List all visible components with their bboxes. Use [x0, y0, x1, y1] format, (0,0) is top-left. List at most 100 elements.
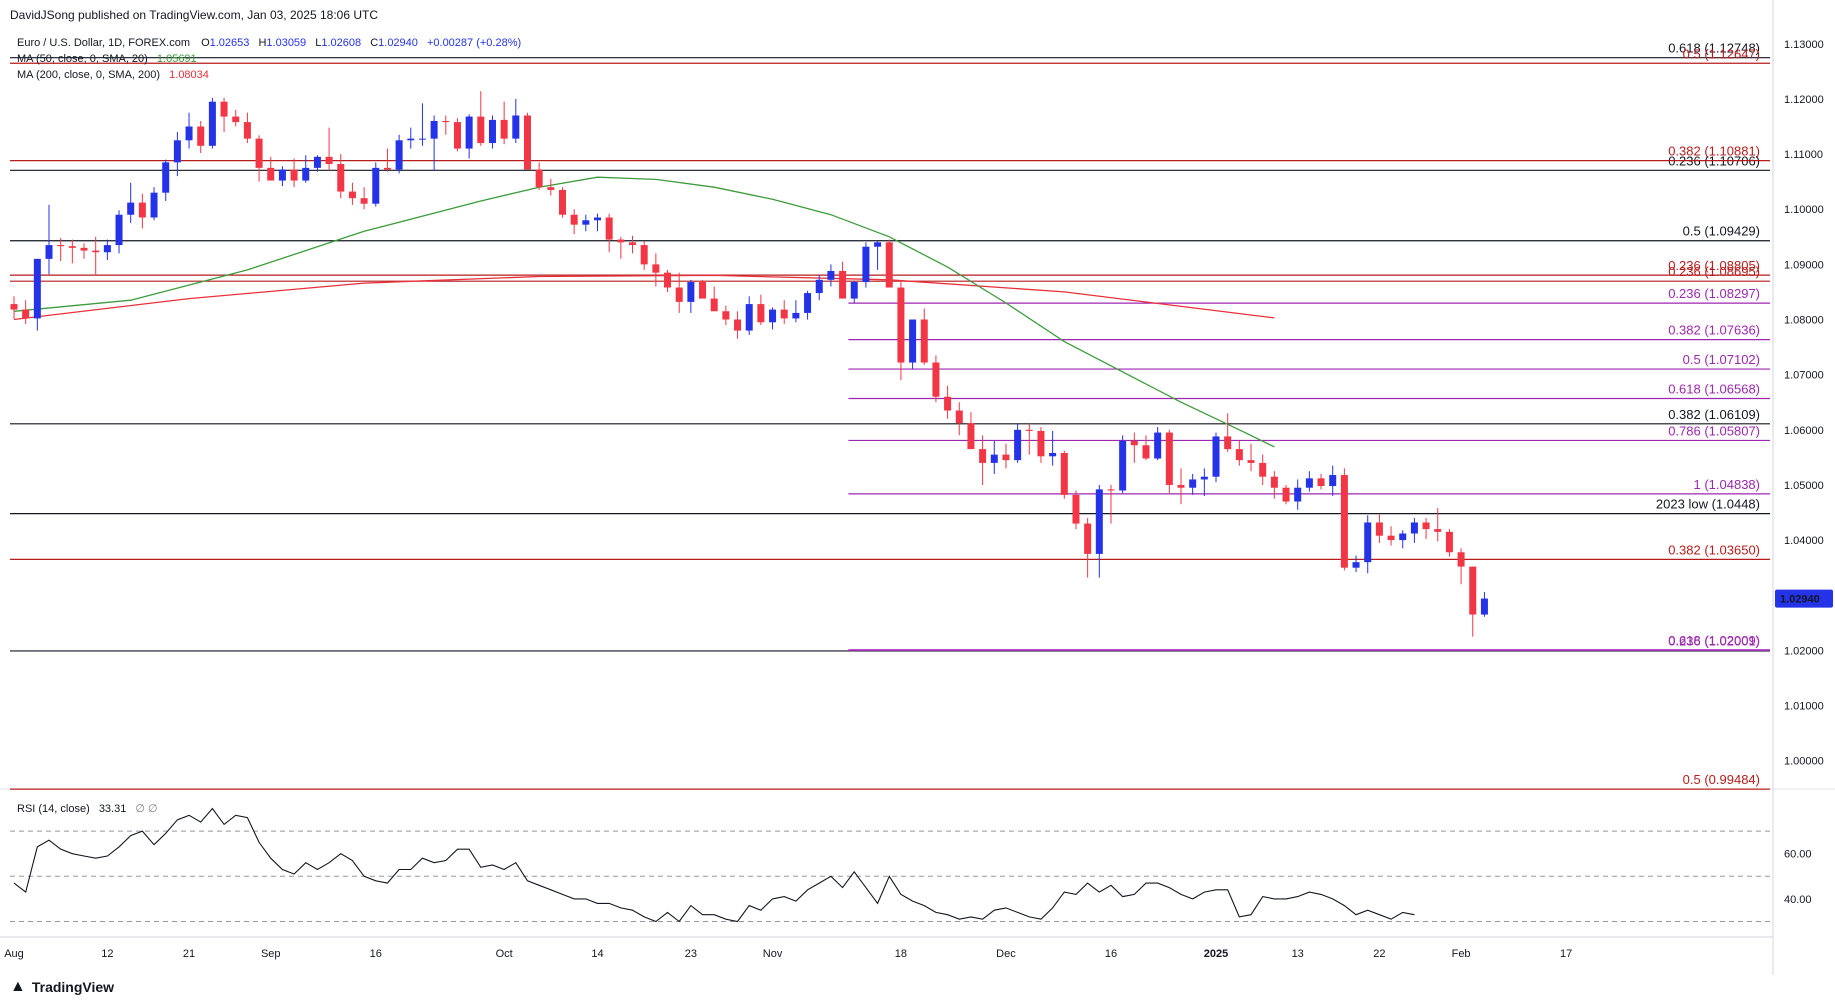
time-axis[interactable]: Aug 12 21 Sep 16 Oct 14 23 Nov 18 Dec 16 2025 13 22 Feb…: [4, 948, 1572, 960]
legend-high: 1.03059: [266, 37, 306, 49]
price-tick-label: 1.06000: [1784, 425, 1824, 437]
tradingview-wordmark: TradingView: [31, 979, 115, 995]
candle-body: [839, 270, 847, 299]
time-tick-label: 16: [370, 948, 382, 960]
candle-body: [173, 140, 181, 163]
tradingview-logo-icon: ▲: [10, 978, 26, 995]
candle-body: [792, 312, 800, 319]
candle-body: [640, 245, 648, 265]
time-tick-label: Oct: [496, 948, 513, 960]
candle-body: [1270, 476, 1278, 488]
current-price-label: 1.02940: [1780, 594, 1820, 606]
candle-body: [267, 167, 275, 181]
candle-body: [313, 156, 321, 168]
candle-body: [687, 282, 695, 302]
candle-body: [780, 309, 788, 319]
time-tick-label: 17: [1560, 948, 1572, 960]
publisher-header: DavidJSong published on TradingView.com,…: [10, 8, 379, 22]
black-level-label: 0.618 (1.12748): [1668, 41, 1760, 56]
time-tick-label: Aug: [4, 948, 24, 960]
purple-level-label: 0.618 (1.06568): [1668, 381, 1760, 396]
candle-body: [827, 270, 835, 280]
candle-body: [232, 116, 240, 123]
candle-body: [1200, 476, 1208, 480]
candle-body: [862, 246, 870, 283]
legend-rsi-value: 33.31: [99, 803, 127, 815]
price-tick-label: 1.11000: [1784, 149, 1823, 161]
candle-body: [850, 282, 858, 299]
candle-body: [1037, 430, 1045, 457]
tradingview-logo[interactable]: ▲ TradingView: [10, 978, 114, 996]
price-tick-label: 1.01000: [1784, 701, 1824, 713]
legend-l-label: L: [315, 37, 321, 49]
candle-body: [547, 187, 555, 190]
candle-body: [465, 116, 473, 149]
candle-body: [407, 138, 415, 141]
legend-open: 1.02653: [210, 37, 250, 49]
red-level-label: 0.236 (1.08805): [1668, 258, 1760, 273]
candle-body: [1189, 479, 1197, 488]
candle-body: [629, 242, 637, 246]
black-level-label: 2023 low (1.0448): [1656, 497, 1760, 512]
svg-text:MA (200, close, 0, SMA, 200): MA (200, close, 0, SMA, 200) 1.08034: [17, 69, 209, 81]
candle-body: [33, 258, 41, 319]
moving-averages: [13, 176, 1275, 448]
price-tick-label: 1.13000: [1784, 39, 1824, 51]
candle-body: [395, 140, 403, 170]
candle-body: [197, 126, 205, 146]
candle-body: [22, 309, 30, 319]
legend-rsi-extra: ∅ ∅: [135, 803, 157, 815]
candle-body: [1457, 552, 1465, 567]
candle-body: [348, 191, 356, 199]
legend-close: 1.02940: [378, 37, 418, 49]
candle-body: [278, 169, 286, 181]
candle-body: [430, 120, 438, 139]
price-tick-label: 1.08000: [1784, 315, 1824, 327]
candle-body: [617, 239, 625, 243]
candle-body: [909, 319, 917, 363]
candle-body: [1364, 522, 1372, 563]
candle-body: [710, 298, 718, 312]
candle-body: [220, 101, 228, 117]
candle-body: [1445, 531, 1453, 553]
candle-body: [990, 454, 998, 463]
legend-change: +0.00287 (+0.28%): [427, 37, 521, 49]
purple-level-label: 0.618 (1.02009): [1668, 633, 1760, 648]
legend-symbol: Euro / U.S. Dollar, 1D, FOREX.com: [17, 37, 190, 49]
candle-body: [535, 169, 543, 188]
candle-body: [594, 217, 601, 221]
purple-level-label: 0.382 (1.07636): [1668, 323, 1760, 338]
price-axis[interactable]: 1.13000 1.12000 1.11000 1.10000 1.09000 1.080…: [1775, 39, 1833, 906]
candle-body: [979, 449, 987, 463]
candle-body: [372, 167, 380, 204]
candle-body: [383, 167, 391, 170]
candle-body: [582, 220, 590, 225]
candle-body: [243, 122, 251, 139]
legend-rsi-label: RSI (14, close): [17, 803, 90, 815]
candle-body: [757, 304, 765, 323]
legend-ma50-label: MA (50, close, 0, SMA, 20): [17, 53, 148, 65]
candle-body: [150, 192, 158, 218]
time-tick-label: 14: [591, 948, 603, 960]
rsi-line: [13, 807, 1415, 923]
rsi-tick-label: 40.00: [1784, 894, 1812, 906]
candle-body: [1329, 475, 1337, 487]
red-level-label: 0.236 (1.08695): [1668, 264, 1760, 279]
candle-body: [442, 120, 450, 123]
price-tick-label: 1.04000: [1784, 535, 1824, 547]
candle-body: [208, 101, 216, 146]
candle-body: [1130, 440, 1138, 446]
candle-body: [1212, 436, 1220, 477]
legend-c-label: C: [370, 37, 378, 49]
candle-body: [1410, 522, 1418, 534]
candle-body: [80, 247, 88, 251]
svg-text:Euro / U.S. Dollar, 1D, FOREX.: Euro / U.S. Dollar, 1D, FOREX.com O1.026…: [17, 37, 521, 49]
candle-body: [605, 217, 613, 240]
red-level-label: 0.5 (0.99484): [1683, 772, 1760, 787]
candle-body: [652, 264, 660, 273]
red-level-label: 0.382 (1.03650): [1668, 542, 1760, 557]
candle-body: [360, 198, 368, 204]
candle-body: [1422, 522, 1430, 530]
time-tick-label: 22: [1373, 948, 1385, 960]
